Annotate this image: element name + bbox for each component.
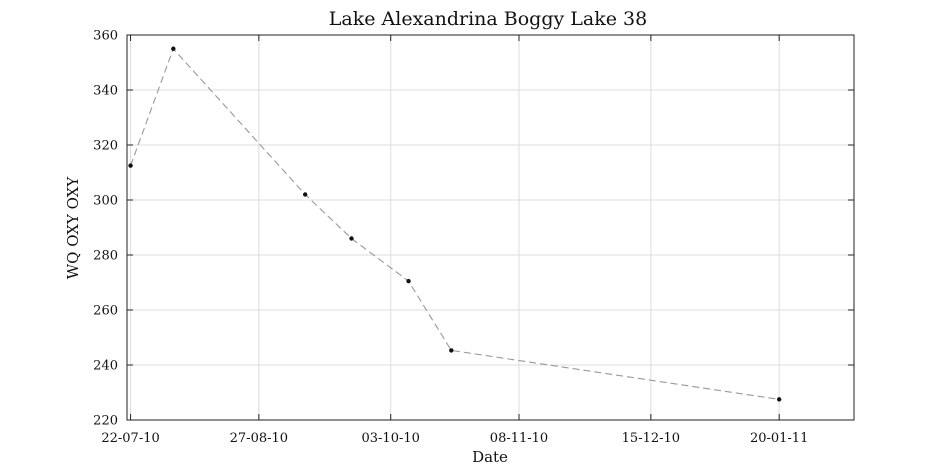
x-tick-label: 15-12-10 — [622, 431, 680, 446]
data-point-0 — [128, 163, 133, 168]
y-tick-label: 300 — [93, 194, 118, 209]
y-tick-label: 280 — [93, 249, 118, 264]
y-tick-label: 360 — [93, 29, 118, 44]
y-tick-label: 240 — [93, 359, 118, 374]
y-tick-label: 260 — [93, 304, 118, 319]
series-line-layer — [130, 47, 780, 400]
x-axis-label: Date — [472, 448, 508, 466]
data-points — [128, 46, 782, 402]
y-axis-label: WQ OXY OXY — [64, 176, 82, 280]
x-tick-label: 08-11-10 — [490, 431, 548, 446]
data-point-6 — [776, 397, 782, 402]
grid-layer — [127, 34, 854, 421]
x-tick-label: 03-10-10 — [362, 431, 420, 446]
y-tick-label: 220 — [93, 414, 118, 429]
data-point-5 — [449, 348, 454, 353]
series-line — [130, 47, 780, 400]
data-point-2 — [302, 192, 308, 197]
x-tick-label: 20-01-11 — [750, 431, 808, 446]
axis-ticks: 220 240 260 280 300 320 340 360 22-07-10 27-08-10… — [93, 29, 854, 446]
y-tick-label: 340 — [93, 84, 118, 99]
plot-frame — [126, 34, 855, 421]
data-point-3 — [349, 236, 354, 241]
x-tick-label: 22-07-10 — [101, 431, 159, 446]
data-point-4 — [406, 278, 411, 284]
data-point-1 — [171, 46, 176, 51]
y-tick-label: 320 — [93, 139, 118, 154]
chart-title: Lake Alexandrina Boggy Lake 38 — [329, 8, 647, 30]
x-tick-label: 27-08-10 — [230, 431, 288, 446]
